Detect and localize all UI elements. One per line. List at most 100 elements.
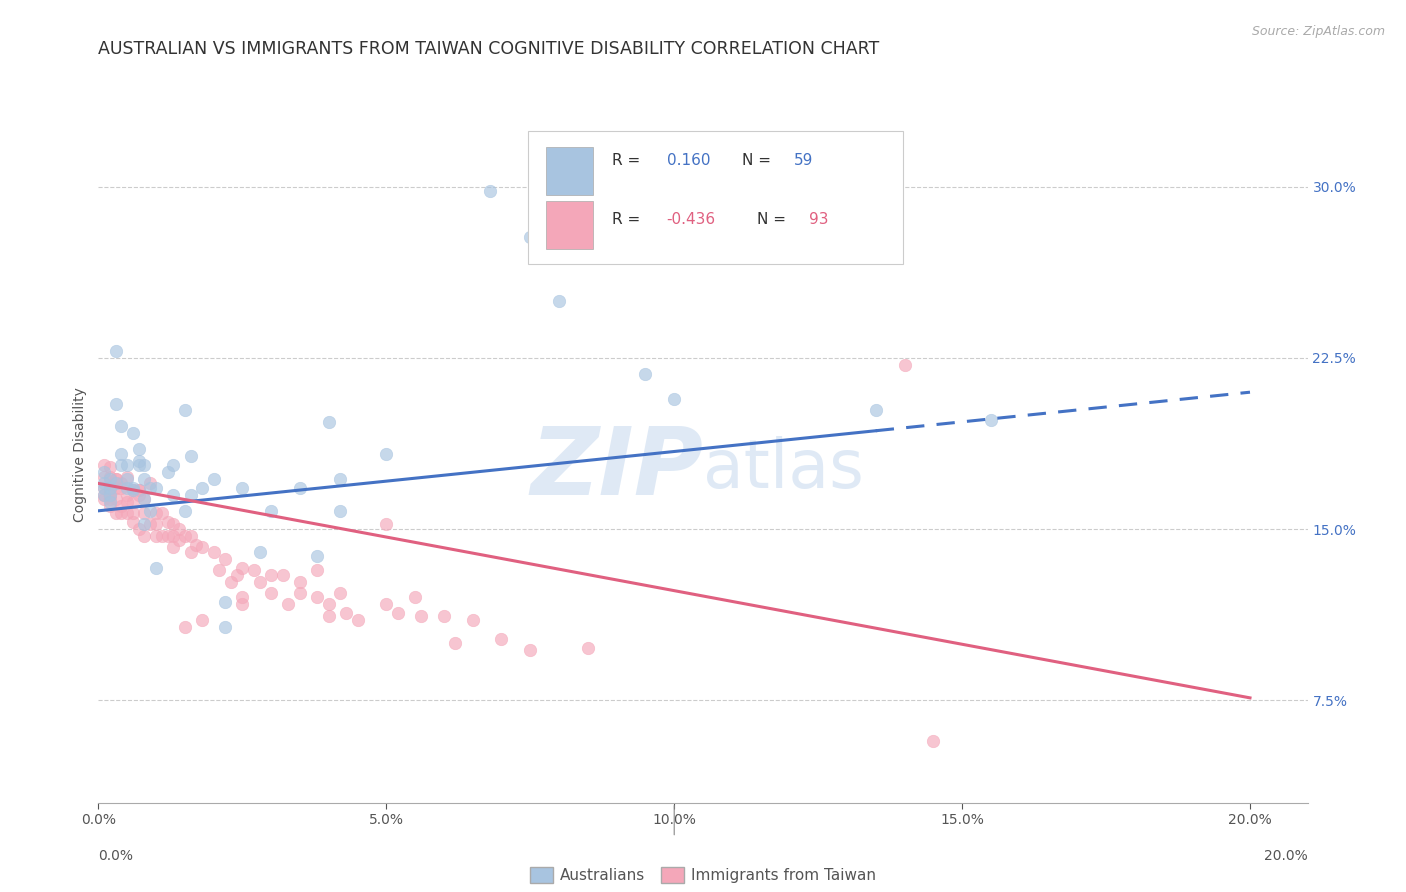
Point bbox=[139, 517, 162, 532]
Point bbox=[548, 293, 571, 308]
Point bbox=[139, 504, 162, 518]
Point bbox=[98, 488, 121, 502]
Point bbox=[191, 541, 214, 555]
Point bbox=[634, 367, 657, 381]
Point bbox=[167, 522, 190, 536]
Point bbox=[93, 481, 115, 495]
Point bbox=[156, 465, 179, 479]
Point bbox=[156, 529, 179, 543]
Point bbox=[922, 734, 945, 748]
Point bbox=[409, 608, 432, 623]
Point bbox=[346, 613, 368, 627]
Point bbox=[150, 506, 173, 520]
Point bbox=[307, 591, 329, 605]
Point bbox=[243, 563, 266, 577]
Point bbox=[167, 533, 190, 548]
Point bbox=[110, 447, 132, 461]
Point bbox=[180, 545, 202, 559]
Point bbox=[162, 458, 184, 473]
Point bbox=[202, 472, 225, 486]
Point bbox=[122, 483, 145, 498]
Point bbox=[576, 640, 599, 655]
Point bbox=[173, 504, 195, 518]
Point bbox=[180, 529, 202, 543]
Point bbox=[162, 529, 184, 543]
Point bbox=[128, 453, 150, 467]
Point bbox=[104, 472, 127, 486]
Point bbox=[214, 551, 236, 566]
Point bbox=[162, 541, 184, 555]
Text: -0.436: -0.436 bbox=[666, 212, 716, 227]
Point bbox=[110, 419, 132, 434]
Point bbox=[865, 403, 887, 417]
Point bbox=[173, 403, 195, 417]
Point bbox=[115, 472, 138, 486]
Point bbox=[219, 574, 242, 589]
Point bbox=[128, 483, 150, 498]
Point bbox=[375, 447, 398, 461]
Point bbox=[134, 492, 156, 507]
Point bbox=[93, 492, 115, 507]
Point bbox=[162, 517, 184, 532]
Point bbox=[139, 476, 162, 491]
Point bbox=[128, 442, 150, 457]
Point bbox=[139, 481, 162, 495]
Point bbox=[180, 449, 202, 463]
Point bbox=[260, 567, 283, 582]
Y-axis label: Cognitive Disability: Cognitive Disability bbox=[73, 387, 87, 523]
Point bbox=[98, 494, 121, 508]
Point bbox=[115, 494, 138, 508]
Point bbox=[134, 492, 156, 507]
Point bbox=[110, 458, 132, 473]
Point bbox=[98, 481, 121, 495]
Point bbox=[214, 595, 236, 609]
Text: 20.0%: 20.0% bbox=[1264, 849, 1308, 863]
Point bbox=[104, 472, 127, 486]
Point bbox=[335, 607, 357, 621]
Point bbox=[93, 488, 115, 502]
Point bbox=[98, 500, 121, 514]
Point bbox=[98, 472, 121, 486]
Point bbox=[249, 574, 271, 589]
Point bbox=[202, 545, 225, 559]
Point bbox=[191, 613, 214, 627]
Point bbox=[115, 481, 138, 495]
Point bbox=[145, 561, 167, 575]
Point bbox=[461, 613, 484, 627]
Point bbox=[519, 643, 541, 657]
Point bbox=[329, 472, 352, 486]
Point bbox=[122, 426, 145, 441]
Point bbox=[134, 472, 156, 486]
Text: N =: N = bbox=[758, 212, 792, 227]
Point bbox=[404, 591, 426, 605]
Point bbox=[288, 574, 311, 589]
Point bbox=[478, 185, 501, 199]
Text: R =: R = bbox=[612, 212, 645, 227]
Text: AUSTRALIAN VS IMMIGRANTS FROM TAIWAN COGNITIVE DISABILITY CORRELATION CHART: AUSTRALIAN VS IMMIGRANTS FROM TAIWAN COG… bbox=[98, 40, 880, 58]
Point bbox=[249, 545, 271, 559]
Point bbox=[191, 481, 214, 495]
Point bbox=[104, 506, 127, 520]
Point bbox=[122, 494, 145, 508]
Point bbox=[231, 561, 253, 575]
Point bbox=[318, 598, 340, 612]
Point bbox=[375, 598, 398, 612]
Legend: Australians, Immigrants from Taiwan: Australians, Immigrants from Taiwan bbox=[523, 861, 883, 889]
Point bbox=[134, 529, 156, 543]
Point bbox=[93, 481, 115, 495]
Point bbox=[231, 591, 253, 605]
Point bbox=[122, 483, 145, 498]
Point bbox=[134, 506, 156, 520]
Text: 93: 93 bbox=[810, 212, 830, 227]
Point bbox=[98, 469, 121, 483]
Point bbox=[104, 344, 127, 359]
Point bbox=[98, 481, 121, 495]
Text: R =: R = bbox=[612, 153, 645, 168]
Point bbox=[225, 567, 247, 582]
Text: 0.160: 0.160 bbox=[666, 153, 710, 168]
Point bbox=[98, 488, 121, 502]
Point bbox=[128, 522, 150, 536]
Point bbox=[318, 608, 340, 623]
Point bbox=[307, 549, 329, 564]
Text: Source: ZipAtlas.com: Source: ZipAtlas.com bbox=[1251, 25, 1385, 38]
